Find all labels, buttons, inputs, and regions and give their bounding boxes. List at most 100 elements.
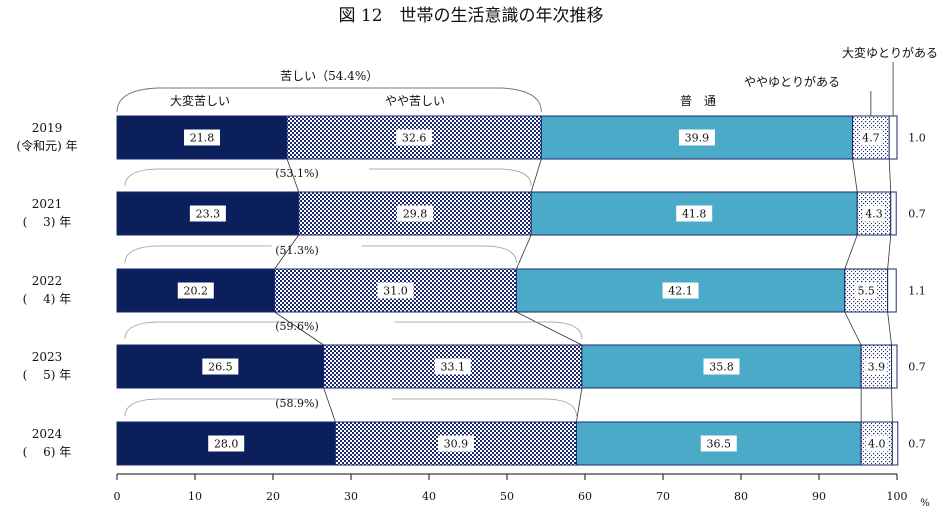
data-label-box [676, 205, 713, 222]
data-label-box [377, 282, 414, 299]
data-label-box [700, 435, 737, 452]
data-label: 33.1 [441, 361, 466, 374]
hard-total-bracket-left [124, 168, 280, 187]
data-label: 31.0 [383, 285, 408, 298]
era-label: ( 3) 年 [23, 215, 72, 229]
data-label-box [434, 358, 471, 375]
x-tick-label: 40 [422, 490, 436, 503]
data-label: 20.2 [184, 285, 209, 298]
connector-line [516, 311, 583, 346]
x-tick-label: 90 [812, 490, 826, 503]
data-label: 41.8 [682, 208, 707, 221]
connector-line [323, 387, 336, 423]
connector-line [888, 158, 892, 193]
bar-segment [856, 191, 892, 236]
bar-segment [890, 191, 897, 236]
era-label: (令和元) 年 [16, 138, 77, 153]
hard-total-bracket-right [369, 168, 532, 187]
data-label: 29.8 [403, 208, 428, 221]
chart-title: 図 12 世帯の生活意識の年次推移 [338, 6, 603, 26]
data-label-box [396, 129, 433, 146]
era-label: ( 5) 年 [23, 368, 72, 382]
data-label: 4.3 [865, 208, 883, 221]
data-label-box [189, 205, 226, 222]
data-label-box [859, 129, 882, 146]
data-label-box [437, 435, 474, 452]
connector-line [891, 387, 893, 423]
connector-line [530, 158, 542, 193]
connector-line [844, 311, 862, 346]
year-label: 2023 [32, 350, 63, 364]
data-label: 32.6 [402, 132, 427, 145]
x-tick-label: 20 [266, 490, 280, 503]
data-label: 26.5 [208, 361, 233, 374]
connector-line [576, 387, 583, 423]
x-tick-label: 70 [656, 490, 670, 503]
data-label: 0.7 [908, 208, 926, 221]
data-label-box [202, 358, 239, 375]
data-label-box [184, 129, 221, 146]
data-label-box [208, 435, 245, 452]
data-label-box [865, 435, 888, 452]
data-label-box [177, 282, 214, 299]
x-axis-unit: % [920, 498, 930, 508]
hard-total-bracket-right [361, 245, 517, 264]
data-label-box [662, 282, 699, 299]
hard-total-label: 苦しい（54.4%） [280, 69, 378, 83]
connector-line [286, 158, 300, 193]
connector-line [515, 234, 532, 270]
x-tick-label: 30 [344, 490, 358, 503]
data-label: 23.3 [196, 208, 221, 221]
data-label: 28.0 [214, 438, 239, 451]
year-label: 2022 [32, 274, 63, 288]
connector-line [852, 158, 858, 193]
bar-segment [888, 115, 898, 160]
legend-label-somewhat-hard: やや苦しい [385, 94, 445, 108]
bar-segment [887, 268, 897, 313]
bar-segment [334, 421, 577, 466]
data-label: 5.5 [857, 285, 875, 298]
data-label: 36.5 [707, 438, 732, 451]
hard-total-bracket-left [124, 245, 272, 264]
legend-label-very-hard: 大変苦しい [170, 93, 230, 108]
x-tick-label: 0 [114, 490, 121, 503]
x-tick-label: 60 [578, 490, 592, 503]
bar-segment [530, 191, 858, 236]
bar-segment [891, 344, 898, 389]
hard-total-bracket-right [394, 321, 583, 340]
hard-total-label: (51.3%) [275, 244, 319, 257]
bar-segment [891, 421, 899, 466]
connector-line [844, 234, 858, 270]
connector-line [887, 234, 892, 270]
data-label-box [862, 205, 885, 222]
hard-total-bracket-left [124, 398, 302, 417]
year-label: 2024 [32, 427, 63, 441]
year-label: 2021 [32, 197, 63, 211]
bar-segment [844, 268, 889, 313]
data-label: 35.8 [709, 361, 734, 374]
x-tick-label: 50 [500, 490, 514, 503]
year-label: 2019 [32, 121, 63, 135]
data-label: 42.1 [668, 285, 693, 298]
hard-total-label: (58.9%) [275, 397, 319, 410]
data-label: 21.8 [190, 132, 215, 145]
data-label: 0.7 [908, 438, 926, 451]
hard-total-label: (53.1%) [275, 167, 319, 180]
data-label-box [855, 282, 878, 299]
hard-total-label: (59.6%) [275, 320, 319, 333]
x-tick-label: 10 [188, 490, 202, 503]
legend-label-somewhat-comfortable: ややゆとりがある [744, 74, 840, 89]
hard-total-bracket [116, 87, 542, 113]
hard-total-bracket-right [391, 398, 577, 417]
connector-line [274, 311, 324, 346]
data-label: 39.9 [685, 132, 710, 145]
data-label: 1.0 [908, 132, 926, 145]
data-label-box [703, 358, 740, 375]
x-tick-label: 100 [887, 490, 908, 503]
x-tick-label: 80 [734, 490, 748, 503]
data-label-box [678, 129, 715, 146]
era-label: ( 4) 年 [23, 292, 72, 306]
data-label: 0.7 [908, 361, 926, 374]
data-label-box [865, 358, 888, 375]
